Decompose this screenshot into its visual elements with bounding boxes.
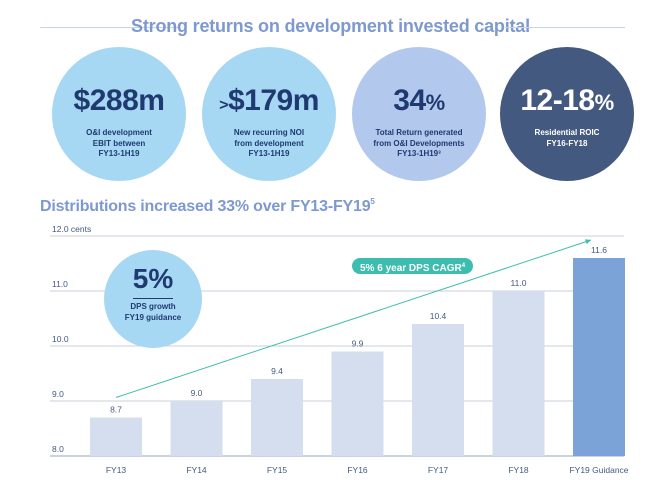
stat-value: >$179m [219,84,319,117]
page-title: Strong returns on development invested c… [131,16,530,36]
stat-value: $288m [73,84,165,117]
title-rule-left [40,27,180,28]
stat-circle-noi: >$179m New recurring NOI from development… [202,47,336,181]
section-title: Distributions increased 33% over FY13-FY… [40,197,375,215]
stat-description: New recurring NOI from development FY13-1H… [233,128,305,158]
divider [133,298,173,299]
dps-growth-callout: 5% DPS growth FY19 guidance [104,250,202,348]
stat-value: 34% [393,84,445,117]
stat-circle-roic: 12-18% Residential ROIC FY16-FY18 [500,47,634,181]
stat-value: 12-18% [520,84,614,117]
bar-value-label: 11.6 [591,245,607,255]
cagr-badge: 5% 6 year DPS CAGR4 [352,258,474,274]
bar-value-label: 9.0 [191,388,203,398]
y-tick-label: 8.0 [52,444,64,454]
x-tick-label: FY19 Guidance [569,465,628,475]
bar [492,291,545,456]
dps-growth-value: 5% [132,263,174,294]
bar-value-label: 9.9 [352,339,364,349]
y-tick-label: 11.0 [52,279,68,289]
stat-circle-total-return: 34% Total Return generated from O&I Devel… [352,47,486,181]
header: Strong returns on development invested c… [0,0,661,40]
cagr-trend-line [115,239,592,398]
x-tick-label: FY17 [428,465,449,475]
section-footnote: 5 [370,197,375,206]
bar [170,401,223,456]
y-tick-label: 10.0 [52,334,69,344]
bar [412,324,464,456]
x-tick-label: FY13 [106,465,127,475]
stat-description: O&I development EBIT between FY13-1H19 [86,128,152,158]
bar-value-label: 10.4 [430,311,447,321]
x-tick-label: FY18 [508,465,529,475]
bar-value-label: 9.4 [271,366,283,376]
stat-description: Total Return generated from O&I Developme… [373,128,465,158]
x-tick-label: FY14 [186,465,207,475]
cagr-footnote: 4 [461,263,466,269]
x-tick-label: FY16 [347,465,368,475]
cagr-arrowhead [585,239,591,245]
y-tick-label: 9.0 [52,389,64,399]
bar-value-label: 11.0 [511,278,527,288]
bar [90,417,142,456]
x-tick-label: FY15 [267,465,288,475]
bar-value-label: 8.7 [110,405,122,415]
bar [331,351,384,456]
stat-circle-ebit: $288m O&I development EBIT between FY13-1H… [52,47,186,181]
stat-description: Residential ROIC FY16-FY18 [534,128,600,148]
dps-growth-label: DPS growth FY19 guidance [124,302,182,322]
bar [573,258,625,456]
bar [251,379,303,456]
y-tick-label: 12.0 cents [52,224,91,234]
dps-bar-chart: 8.0 9.0 10.0 11.0 12.0 cents 8.7 FY13 9.0 FY14 9.… [50,224,629,475]
title-rule-right [505,27,625,28]
